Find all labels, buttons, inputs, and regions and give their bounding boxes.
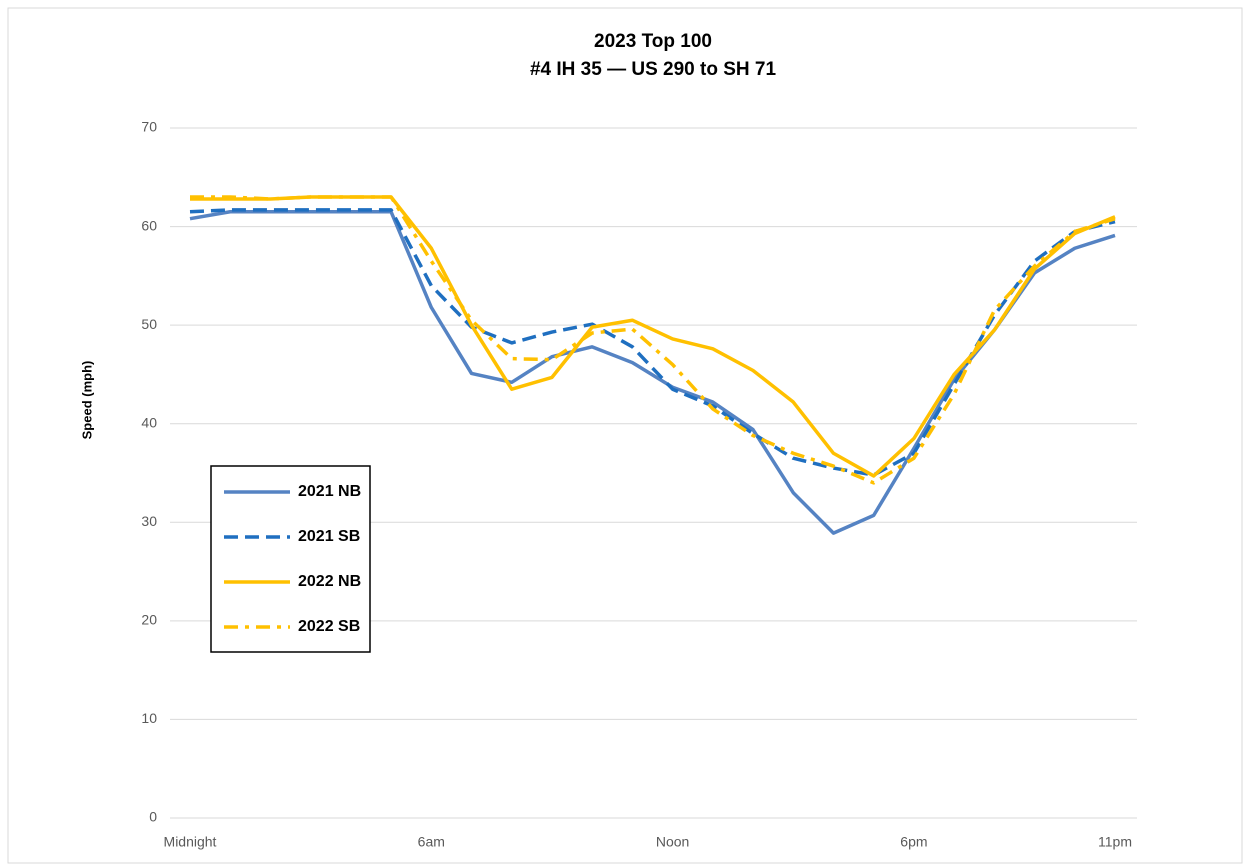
x-tick-label: 6pm: [900, 834, 927, 850]
chart-title: 2023 Top 100: [594, 31, 712, 52]
legend-label: 2022 SB: [298, 618, 360, 635]
x-tick-label: 11pm: [1098, 834, 1132, 850]
chart-subtitle: #4 IH 35 — US 290 to SH 71: [530, 59, 776, 80]
x-tick-label: Noon: [656, 834, 689, 850]
chart-border: [7, 7, 1243, 864]
x-tick-label: 6am: [418, 834, 445, 850]
series-line: [190, 195, 1116, 478]
y-tick-label: 0: [149, 809, 157, 825]
x-tick-label: Midnight: [164, 834, 217, 850]
legend-label: 2022 NB: [298, 573, 361, 590]
series-line: [190, 195, 1116, 485]
y-tick-label: 60: [141, 217, 157, 233]
y-tick-label: 70: [141, 119, 157, 135]
legend-label: 2021 NB: [298, 483, 361, 500]
y-tick-label: 20: [141, 612, 157, 628]
y-tick-label: 40: [141, 414, 157, 430]
series-line: [189, 208, 1116, 477]
legend-box: [210, 465, 371, 653]
y-tick-label: 10: [141, 710, 157, 726]
y-axis-label: Speed (mph): [79, 361, 94, 440]
y-tick-label: 30: [141, 513, 157, 529]
y-tick-label: 50: [141, 316, 157, 332]
legend-label: 2021 SB: [298, 528, 360, 545]
